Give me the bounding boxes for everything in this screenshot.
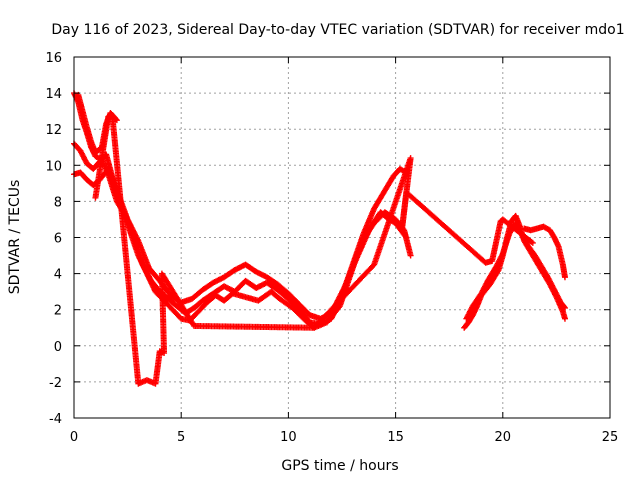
- y-tick-label: 14: [45, 87, 62, 102]
- chart-title: Day 116 of 2023, Sidereal Day-to-day VTE…: [51, 22, 624, 38]
- y-tick-label: 16: [45, 51, 62, 66]
- y-tick-label: 12: [45, 123, 62, 138]
- y-tick-label: 2: [54, 304, 62, 319]
- data-point-marker: [113, 117, 120, 124]
- y-tick-label: 10: [45, 159, 62, 174]
- data-point-marker: [529, 239, 536, 246]
- x-tick-label: 10: [280, 430, 297, 445]
- data-point-marker: [402, 233, 409, 240]
- y-tick-label: -4: [49, 412, 62, 427]
- y-tick-label: 6: [54, 232, 62, 247]
- data-point-marker: [561, 315, 568, 322]
- data-point-marker: [407, 252, 414, 259]
- y-tick-label: -2: [49, 376, 62, 391]
- y-axis-label: SDTVAR / TECUs: [7, 180, 23, 295]
- data-point-marker: [528, 238, 535, 245]
- data-point-marker: [561, 304, 568, 311]
- y-tick-label: 0: [54, 340, 62, 355]
- y-tick-label: 8: [54, 195, 62, 210]
- data-point-marker: [561, 303, 568, 310]
- x-axis-label: GPS time / hours: [281, 458, 398, 474]
- y-tick-label: 4: [54, 268, 62, 283]
- x-tick-label: 0: [70, 430, 78, 445]
- data-point-marker: [561, 274, 568, 281]
- x-tick-label: 25: [602, 430, 619, 445]
- x-tick-label: 5: [177, 430, 185, 445]
- data-point-marker: [403, 234, 410, 241]
- data-point-marker: [112, 116, 119, 123]
- data-markers: [71, 90, 568, 387]
- x-tick-label: 20: [495, 430, 512, 445]
- x-tick-label: 15: [387, 430, 404, 445]
- axis-ticks: 0 5 10 15 20 25 -4 -2 0 2 4 6 8 10 12 14 16: [45, 51, 618, 445]
